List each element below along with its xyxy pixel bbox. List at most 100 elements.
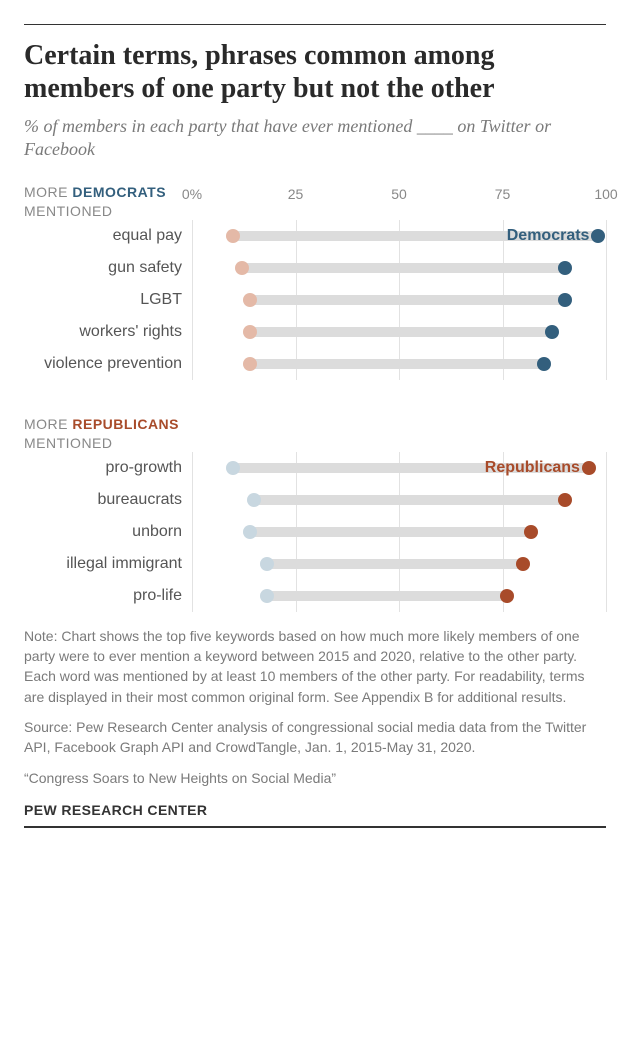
gridline (192, 484, 193, 516)
group-gap (24, 380, 606, 412)
gridline (606, 452, 607, 484)
dot-low (243, 293, 257, 307)
group-header-row: MORE REPUBLICANS (24, 412, 606, 434)
gridline (606, 284, 607, 316)
dot-high (591, 229, 605, 243)
group-subheader: MENTIONED (24, 435, 192, 453)
gridline (192, 316, 193, 348)
axis-plot (192, 412, 606, 434)
row-plot (192, 252, 606, 284)
page-title: Certain terms, phrases common among memb… (24, 39, 606, 105)
group-subheader: MENTIONED (24, 203, 192, 221)
row-plot (192, 316, 606, 348)
chart-row: gun safety (24, 252, 606, 284)
dot-high (537, 357, 551, 371)
dot-low (247, 493, 261, 507)
range-bar (267, 559, 524, 569)
dot-low (226, 461, 240, 475)
gridline (606, 348, 607, 380)
row-plot (192, 348, 606, 380)
dot-low (243, 325, 257, 339)
chart-row: pro-growth Republicans (24, 452, 606, 484)
gridline (606, 548, 607, 580)
row-label: equal pay (24, 227, 192, 245)
dot-high (500, 589, 514, 603)
series-label: Republicans (485, 459, 580, 477)
gridline (606, 316, 607, 348)
gridline (192, 580, 193, 612)
gridline (606, 220, 607, 252)
group-header: MORE DEMOCRATS (24, 184, 192, 202)
chart-row: violence prevention (24, 348, 606, 380)
axis-tick-label: 0% (182, 186, 202, 202)
gridline (192, 452, 193, 484)
gridline (192, 252, 193, 284)
group-header-row: MORE DEMOCRATS0%255075100 (24, 180, 606, 202)
group-header: MORE REPUBLICANS (24, 416, 192, 434)
dot-chart: MORE DEMOCRATS0%255075100MENTIONEDequal … (24, 180, 606, 612)
group-subheader-row: MENTIONED (24, 436, 606, 452)
range-bar (242, 263, 565, 273)
gridline (192, 220, 193, 252)
row-plot: Democrats (192, 220, 606, 252)
range-bar (250, 359, 544, 369)
range-bar (250, 527, 532, 537)
axis-tick-label: 75 (495, 186, 511, 202)
chart-note: Note: Chart shows the top five keywords … (24, 626, 606, 707)
dot-high (524, 525, 538, 539)
row-plot (192, 516, 606, 548)
dot-low (235, 261, 249, 275)
dot-low (260, 589, 274, 603)
range-bar (250, 295, 565, 305)
dot-high (558, 293, 572, 307)
range-bar (250, 327, 552, 337)
range-bar (254, 495, 565, 505)
row-label: LGBT (24, 291, 192, 309)
chart-row: unborn (24, 516, 606, 548)
dot-high (545, 325, 559, 339)
gridline (192, 284, 193, 316)
row-plot (192, 284, 606, 316)
row-label: pro-life (24, 587, 192, 605)
org-attribution: PEW RESEARCH CENTER (24, 802, 606, 818)
row-label: pro-growth (24, 459, 192, 477)
chart-row: equal pay Democrats (24, 220, 606, 252)
dot-low (260, 557, 274, 571)
axis-tick-label: 25 (288, 186, 304, 202)
chart-row: LGBT (24, 284, 606, 316)
gridline (606, 484, 607, 516)
gridline (606, 252, 607, 284)
row-label: gun safety (24, 259, 192, 277)
chart-credit: “Congress Soars to New Heights on Social… (24, 768, 606, 788)
range-bar (267, 591, 507, 601)
chart-row: illegal immigrant (24, 548, 606, 580)
row-label: workers' rights (24, 323, 192, 341)
gridline (192, 548, 193, 580)
axis-plot: 0%255075100 (192, 180, 606, 202)
gridline (192, 348, 193, 380)
series-label: Democrats (507, 227, 590, 245)
rule-bottom (24, 826, 606, 828)
dot-high (516, 557, 530, 571)
row-label: violence prevention (24, 355, 192, 373)
chart-row: pro-life (24, 580, 606, 612)
chart-source: Source: Pew Research Center analysis of … (24, 717, 606, 758)
dot-low (243, 357, 257, 371)
dot-high (558, 261, 572, 275)
gridline (192, 516, 193, 548)
row-plot: Republicans (192, 452, 606, 484)
row-plot (192, 484, 606, 516)
row-plot (192, 548, 606, 580)
gridline (606, 580, 607, 612)
chart-row: bureaucrats (24, 484, 606, 516)
row-label: unborn (24, 523, 192, 541)
subtitle: % of members in each party that have eve… (24, 115, 606, 162)
row-plot (192, 580, 606, 612)
dot-low (226, 229, 240, 243)
gridline (606, 516, 607, 548)
row-label: bureaucrats (24, 491, 192, 509)
chart-row: workers' rights (24, 316, 606, 348)
dot-high (558, 493, 572, 507)
rule-top (24, 24, 606, 25)
axis-tick-label: 50 (391, 186, 407, 202)
